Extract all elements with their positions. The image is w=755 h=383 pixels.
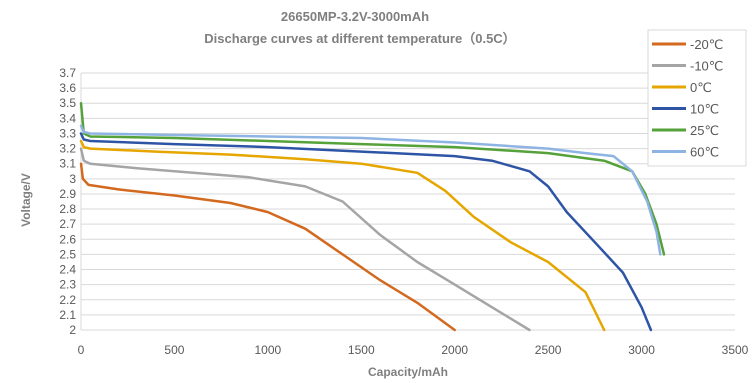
y-tick-label: 3.6 xyxy=(59,81,76,95)
y-tick-label: 2.9 xyxy=(59,187,76,201)
series-line-0 xyxy=(79,162,456,332)
legend: -20℃ -10℃ 0℃ 10℃ 25℃ 60℃ xyxy=(647,29,747,167)
y-tick-label: 2 xyxy=(69,323,76,337)
y-tick-label: 3 xyxy=(69,172,76,186)
legend-box xyxy=(647,29,747,167)
y-tick-label: 2.5 xyxy=(59,247,76,261)
x-tick-label: 500 xyxy=(164,343,184,357)
series-line-2 xyxy=(79,139,606,332)
x-tick-label: 1500 xyxy=(348,343,375,357)
x-tick-label: 2000 xyxy=(441,343,468,357)
y-axis-title: Voltage/V xyxy=(19,173,33,227)
series-line-3 xyxy=(79,132,653,332)
legend-label: 0℃ xyxy=(690,80,712,95)
tick-labels: 22.12.22.32.42.52.62.72.82.933.13.23.33.… xyxy=(59,66,748,357)
legend-label: 25℃ xyxy=(690,123,719,138)
x-tick-label: 3000 xyxy=(628,343,655,357)
y-tick-label: 2.7 xyxy=(59,217,76,231)
x-tick-label: 3500 xyxy=(722,343,749,357)
series-line-4 xyxy=(79,101,666,256)
x-axis-title: Capacity/mAh xyxy=(368,365,448,379)
y-tick-label: 3.4 xyxy=(59,111,76,125)
y-tick-label: 3.7 xyxy=(59,66,76,80)
y-tick-label: 2.3 xyxy=(59,278,76,292)
legend-label: -10℃ xyxy=(690,59,723,74)
y-tick-label: 3.3 xyxy=(59,126,76,140)
chart-subtitle: Discharge curves at different temperatur… xyxy=(204,31,515,46)
series-layer xyxy=(79,101,666,332)
x-tick-label: 1000 xyxy=(255,343,282,357)
legend-label: -20℃ xyxy=(690,37,723,52)
y-tick-label: 3.1 xyxy=(59,157,76,171)
x-tick-label: 2500 xyxy=(535,343,562,357)
grid-layer xyxy=(80,72,735,331)
y-tick-label: 2.2 xyxy=(59,293,76,307)
y-tick-label: 2.4 xyxy=(59,263,76,277)
y-tick-label: 3.2 xyxy=(59,142,76,156)
y-tick-label: 2.1 xyxy=(59,308,76,322)
y-tick-label: 2.8 xyxy=(59,202,76,216)
legend-label: 10℃ xyxy=(690,102,719,117)
series-line-1 xyxy=(79,147,531,332)
y-tick-label: 2.6 xyxy=(59,232,76,246)
legend-label: 60℃ xyxy=(690,145,719,160)
x-tick-label: 0 xyxy=(78,343,85,357)
series-line-5 xyxy=(79,124,662,256)
chart-title: 26650MP-3.2V-3000mAh xyxy=(281,9,429,24)
y-tick-label: 3.5 xyxy=(59,96,76,110)
